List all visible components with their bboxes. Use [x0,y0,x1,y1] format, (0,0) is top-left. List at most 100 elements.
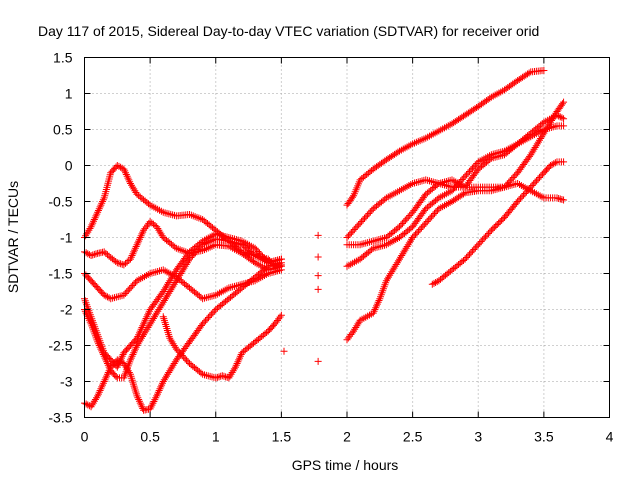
series-track-b [81,218,285,274]
data-point [560,196,568,204]
data-point [549,115,557,123]
data-point [181,355,189,363]
data-point [144,200,152,208]
data-point [114,293,122,301]
data-point [157,230,165,238]
data-point [466,168,473,175]
y-tick-label: -3 [60,374,73,390]
data-point [540,129,548,137]
data-point [141,316,149,324]
data-point [480,234,488,242]
x-tick-labels: 0 0.5 1 1.5 2 2.5 3 3.5 4 [81,429,614,445]
data-point [449,185,457,193]
data-point [546,118,554,126]
data-point [412,230,420,238]
data-point [96,387,104,394]
data-point [100,291,108,299]
data-point [118,260,126,268]
data-point [498,216,506,224]
data-point [172,277,180,285]
data-point [537,172,545,180]
data-point [228,369,236,376]
data-point [104,369,112,376]
data-point [105,367,113,375]
data-point [236,352,244,360]
data-point [518,193,526,201]
data-point [556,195,564,203]
data-point [135,338,143,346]
data-point [314,285,322,293]
data-point [538,120,546,128]
data-point [509,174,517,181]
data-point [207,310,215,318]
data-point [536,136,543,144]
data-point [112,257,120,265]
data-point [348,193,356,201]
data-point [102,292,110,300]
data-point [353,222,361,230]
data-point [370,307,378,315]
data-point [405,239,413,247]
data-point [152,311,160,319]
data-point [158,381,166,389]
data-point [144,309,152,317]
data-point [166,334,174,342]
data-point [123,172,131,180]
data-point [154,388,162,396]
data-point [101,376,109,384]
data-point [111,294,118,302]
data-point [421,206,429,214]
data-point [182,261,190,268]
data-point [167,365,175,373]
data-point [133,392,141,400]
data-point [358,218,366,225]
y-tick-label: -1.5 [48,266,72,282]
data-point [404,213,412,221]
data-point [457,177,465,185]
data-point [85,315,93,322]
data-point [94,207,102,214]
data-point [163,282,171,290]
data-point [157,266,165,274]
data-point [159,298,167,306]
data-point [145,322,153,330]
data-point [142,327,150,335]
data-point [137,401,145,409]
data-point [153,392,161,400]
data-point [131,246,139,254]
data-point [403,215,411,223]
data-point [416,226,424,233]
data-point [122,169,130,177]
data-point [473,167,481,175]
data-point [133,241,141,249]
data-point [423,218,431,225]
data-point [154,307,162,315]
data-point [87,252,95,259]
data-point [519,191,527,199]
data-point [132,243,140,250]
data-point [397,221,405,229]
data-point [489,225,497,233]
data-point [95,342,103,349]
data-point [461,255,469,263]
y-tick-label: 0 [65,158,73,174]
data-point [486,94,494,102]
data-point [141,329,149,337]
data-point [448,187,456,195]
data-point [394,224,402,232]
data-point [165,279,173,286]
data-point [115,357,123,365]
x-tick-label: 4 [606,429,614,445]
data-point [117,358,125,366]
data-point [90,216,98,223]
data-point [230,365,238,373]
data-point [477,238,485,245]
data-point [492,222,500,230]
data-point [81,307,89,315]
data-point [391,262,399,270]
data-point [164,370,172,378]
x-tick-label: 1.5 [272,429,292,445]
data-point [178,352,186,359]
data-point [93,210,101,218]
data-point [154,267,162,275]
